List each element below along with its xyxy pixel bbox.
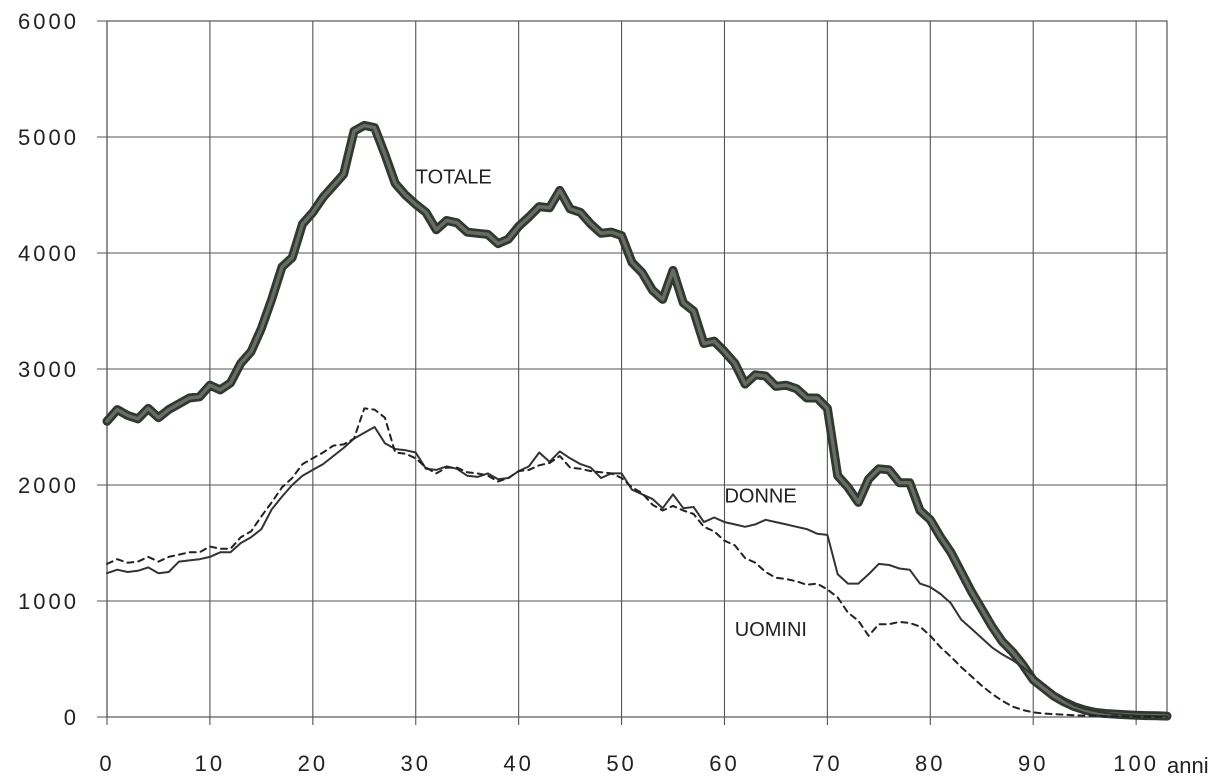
axis-ticks: 0 1000 2000 3000 4000 5000 6000 0 10 20 30 40 50 60 70… — [18, 9, 1159, 776]
series-line-totale-outline — [102, 120, 1172, 721]
x-tick-label: 100 — [1113, 751, 1159, 776]
series-line-uomini — [106, 407, 1168, 718]
y-tick-label: 2000 — [18, 473, 79, 498]
x-tick-label: 70 — [812, 751, 842, 776]
series-line-totale — [105, 123, 1169, 718]
grid — [97, 20, 1168, 725]
x-tick-label: 20 — [298, 751, 328, 776]
series-label-donne: DONNE — [724, 485, 796, 507]
x-tick-label: 30 — [400, 751, 430, 776]
y-tick-label: 6000 — [18, 9, 79, 34]
y-tick-label: 0 — [64, 705, 79, 730]
y-tick-label: 4000 — [18, 241, 79, 266]
x-tick-label: 10 — [195, 751, 225, 776]
y-tick-label: 5000 — [18, 125, 79, 150]
series-label-uomini: UOMINI — [735, 619, 807, 641]
x-tick-label: 40 — [503, 751, 533, 776]
series-layer — [102, 120, 1172, 721]
x-tick-label: 60 — [709, 751, 739, 776]
series-annotations: TOTALE DONNE UOMINI — [416, 166, 807, 640]
y-tick-label: 1000 — [18, 589, 79, 614]
series-label-totale: TOTALE — [416, 166, 492, 188]
x-tick-label: 80 — [915, 751, 945, 776]
x-tick-label: 0 — [99, 751, 114, 776]
x-tick-label: 90 — [1018, 751, 1048, 776]
series-line-donne — [106, 426, 1168, 718]
y-tick-label: 3000 — [18, 357, 79, 382]
x-tick-label: 50 — [606, 751, 636, 776]
x-axis-unit-label: anni — [1167, 753, 1209, 777]
